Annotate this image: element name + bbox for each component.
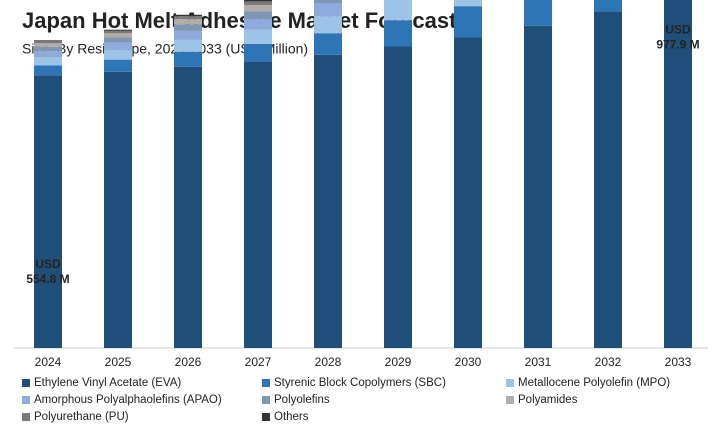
legend-label: Amorphous Polyalphaolefins (APAO) <box>34 394 222 406</box>
bar-segment <box>244 61 272 349</box>
legend-swatch <box>22 396 30 404</box>
bar-segment <box>174 16 202 20</box>
legend-swatch <box>22 413 30 421</box>
legend-swatch <box>262 413 270 421</box>
bar-segment <box>34 57 62 66</box>
bar-segment <box>244 29 272 44</box>
bar-segment <box>244 11 272 19</box>
chart-subtitle: Size, By Resin Type, 2024-2033 (USD Mill… <box>22 41 308 57</box>
bar-segment <box>174 51 202 67</box>
bar-segment <box>314 3 342 17</box>
bar-segment <box>34 43 62 47</box>
bar-segment <box>104 71 132 348</box>
bar-segment <box>524 25 552 349</box>
x-tick-label: 2028 <box>315 355 342 369</box>
bar-segment <box>454 37 482 348</box>
bar-segment <box>314 54 342 348</box>
x-tick-label: 2032 <box>595 355 622 369</box>
bar-segment <box>244 1 272 5</box>
legend-label: Polyolefins <box>274 394 330 406</box>
legend-swatch <box>506 396 514 404</box>
bar-segment <box>244 18 272 30</box>
legend-swatch <box>262 379 270 387</box>
bar-segment <box>104 59 132 72</box>
bar-segment <box>384 0 412 21</box>
x-tick-label: 2026 <box>175 355 202 369</box>
bar-segment <box>314 33 342 55</box>
bar-segment <box>174 39 202 52</box>
bar-segment <box>34 46 62 52</box>
x-tick-label: 2025 <box>105 355 132 369</box>
bar-segment <box>174 66 202 348</box>
bar-segment <box>34 40 62 42</box>
bar-segment <box>34 65 62 76</box>
bar-segment <box>594 12 622 349</box>
bar-segment <box>174 14 202 17</box>
bar-segment <box>244 43 272 62</box>
bar-segment <box>174 19 202 25</box>
legend-swatch <box>506 379 514 387</box>
legend-label: Styrenic Block Copolymers (SBC) <box>274 377 446 389</box>
x-tick-label: 2033 <box>665 355 692 369</box>
bar-segment <box>104 50 132 60</box>
bar-segment <box>384 20 412 47</box>
legend-swatch <box>22 379 30 387</box>
bar-segment <box>664 0 692 348</box>
annotation-label: USD <box>35 257 61 271</box>
bar-segment <box>314 0 342 4</box>
bar-segment <box>104 37 132 43</box>
bar-segment <box>104 42 132 51</box>
x-tick-label: 2029 <box>385 355 412 369</box>
bar-segment <box>454 0 482 7</box>
bar-segment <box>244 0 272 2</box>
bar-segment <box>104 29 132 31</box>
bar-segment <box>104 30 132 34</box>
bar-segment <box>34 75 62 349</box>
bar-segment <box>174 24 202 31</box>
legend-label: Others <box>274 411 309 423</box>
bar-segment <box>104 33 132 38</box>
bar-segment <box>174 30 202 40</box>
legend-label: Metallocene Polyolefin (MPO) <box>518 377 670 389</box>
bar-segment <box>314 16 342 34</box>
annotation-label: USD <box>665 22 691 36</box>
bar-segment <box>594 0 622 13</box>
legend-swatch <box>262 396 270 404</box>
legend-label: Polyamides <box>518 394 578 406</box>
bar-segment <box>244 4 272 12</box>
annotation-value: 554.8 M <box>26 272 69 286</box>
x-tick-label: 2031 <box>525 355 552 369</box>
bar-segment <box>34 51 62 58</box>
bar-segment <box>524 0 552 26</box>
x-tick-label: 2030 <box>455 355 482 369</box>
bar-segment <box>34 41 62 44</box>
bar-segment <box>384 46 412 348</box>
bar-segment <box>454 6 482 38</box>
legend-label: Polyurethane (PU) <box>34 411 129 423</box>
legend-label: Ethylene Vinyl Acetate (EVA) <box>34 377 181 389</box>
x-tick-label: 2027 <box>245 355 272 369</box>
annotation-value: 977.9 M <box>656 37 699 51</box>
x-tick-label: 2024 <box>35 355 62 369</box>
